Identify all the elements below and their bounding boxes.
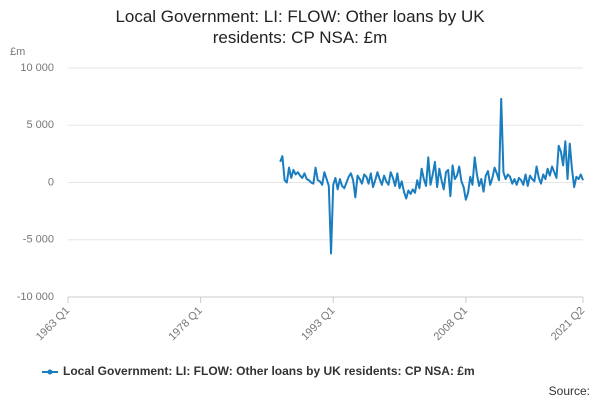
legend-marker bbox=[47, 369, 53, 375]
x-tick-label: 1963 Q1 bbox=[34, 305, 72, 343]
y-tick-label: 5 000 bbox=[26, 119, 54, 131]
x-tick-label: 2008 Q1 bbox=[432, 305, 470, 343]
y-tick-label: 10 000 bbox=[20, 62, 54, 74]
y-tick-label: 0 bbox=[48, 176, 54, 188]
x-tick-label: 2021 Q2 bbox=[549, 305, 587, 343]
y-tick-label: -10 000 bbox=[17, 291, 54, 303]
y-axis-label: £m bbox=[10, 46, 25, 58]
x-tick-label: 1993 Q1 bbox=[299, 305, 337, 343]
legend-label: Local Government: LI: FLOW: Other loans … bbox=[63, 364, 475, 378]
data-line bbox=[279, 97, 584, 255]
y-tick-label: -5 000 bbox=[23, 234, 54, 246]
chart-title: Local Government: LI: FLOW: Other loans … bbox=[115, 7, 485, 47]
source: Source: bbox=[549, 384, 590, 398]
x-tick-label: 1978 Q1 bbox=[166, 305, 204, 343]
